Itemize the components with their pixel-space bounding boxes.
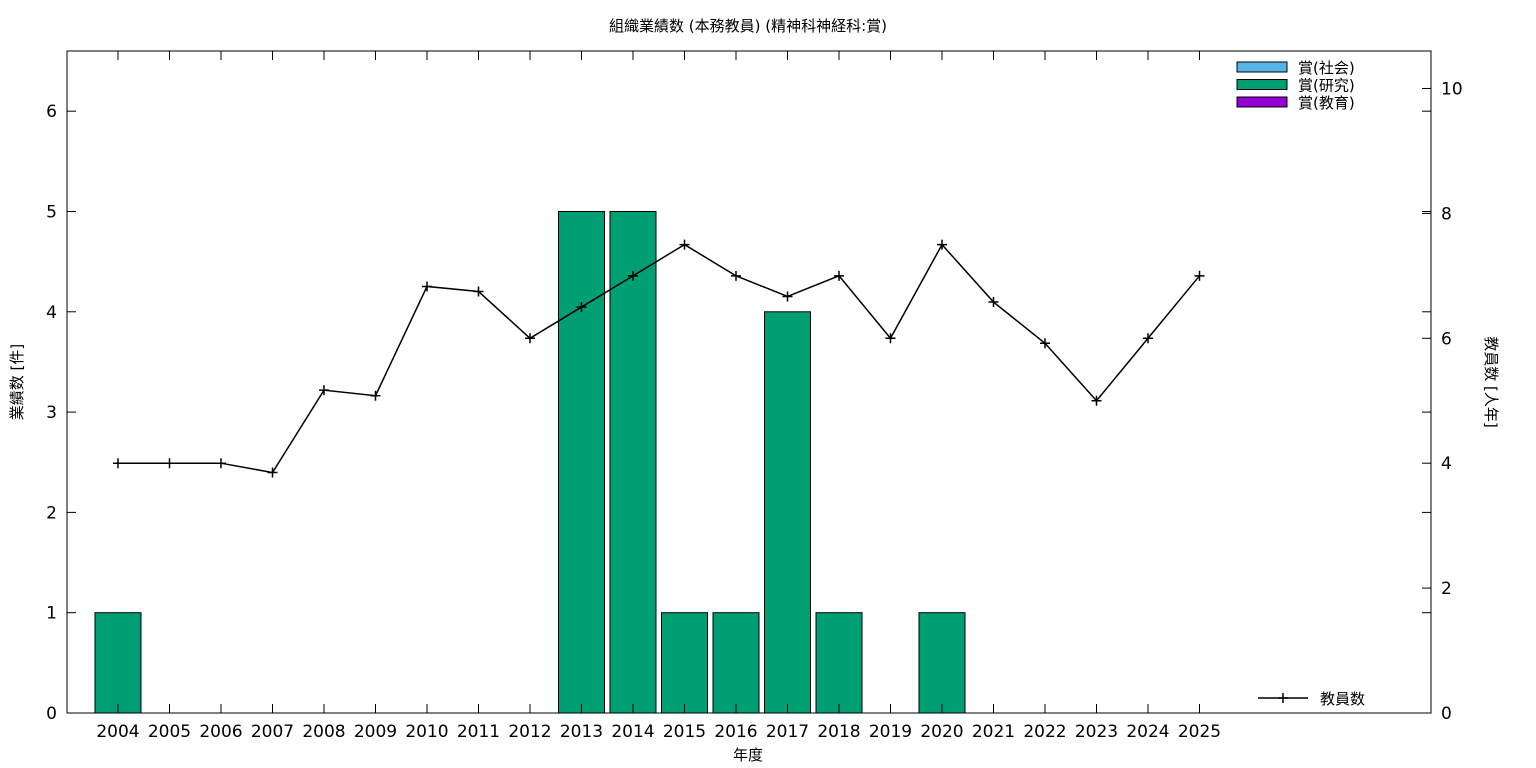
point-2010 bbox=[422, 281, 432, 292]
x-axis-label: 年度 bbox=[733, 746, 763, 764]
point-2024 bbox=[1143, 333, 1153, 344]
point-2021 bbox=[988, 297, 999, 308]
x-tick-label-2013: 2013 bbox=[560, 722, 603, 742]
point-2016 bbox=[731, 270, 741, 281]
x-tick-label-2020: 2020 bbox=[920, 722, 963, 742]
bar-2017-s1 bbox=[764, 311, 811, 714]
y2-tick-label-0: 0 bbox=[1441, 704, 1452, 724]
plot-frame bbox=[66, 50, 1432, 714]
x-tick-label-2015: 2015 bbox=[663, 722, 706, 742]
right-axis: 0 2 4 6 8 10 bbox=[1422, 79, 1463, 724]
x-tick-label-2008: 2008 bbox=[302, 722, 345, 742]
point-2009 bbox=[370, 390, 381, 401]
x-tick-label-2025: 2025 bbox=[1178, 722, 1221, 742]
point-2005 bbox=[164, 458, 175, 469]
x-tick-label-2017: 2017 bbox=[766, 722, 809, 742]
point-2012 bbox=[525, 333, 535, 344]
point-2015 bbox=[679, 239, 690, 250]
x-tick-label-2007: 2007 bbox=[251, 722, 294, 742]
x-tick-label-2010: 2010 bbox=[405, 722, 448, 742]
point-2004 bbox=[113, 458, 123, 469]
point-2025 bbox=[1194, 270, 1205, 281]
y2-tick-label-10: 10 bbox=[1441, 79, 1463, 99]
legend: 賞(社会)賞(研究)賞(教育) 教員数 bbox=[1236, 59, 1365, 708]
x-tick-label-2016: 2016 bbox=[714, 722, 757, 742]
bar-2020-s1 bbox=[918, 612, 966, 714]
point-2006 bbox=[216, 458, 226, 469]
x-tick-label-2024: 2024 bbox=[1126, 722, 1169, 742]
y-tick-label-3: 3 bbox=[46, 403, 57, 423]
x-tick-label-2014: 2014 bbox=[611, 722, 654, 742]
x-tick-label-2006: 2006 bbox=[199, 722, 242, 742]
chart-title: 組織業績数 (本務教員) (精神科神経科:賞) bbox=[609, 17, 887, 35]
y2-tick-label-8: 8 bbox=[1441, 204, 1452, 224]
x-tick-label-2012: 2012 bbox=[508, 722, 551, 742]
y2-tick-label-6: 6 bbox=[1441, 329, 1452, 349]
legend-line-label: 教員数 bbox=[1320, 690, 1365, 708]
legend-swatch-1 bbox=[1236, 79, 1288, 90]
point-2017 bbox=[782, 291, 793, 302]
y2-tick-label-2: 2 bbox=[1441, 579, 1452, 599]
x-tick-label-2023: 2023 bbox=[1075, 722, 1118, 742]
y-tick-label-2: 2 bbox=[46, 503, 57, 523]
point-2011 bbox=[473, 286, 484, 297]
line-teachers bbox=[118, 243, 1201, 474]
point-2023 bbox=[1091, 395, 1102, 406]
x-tick-label-2009: 2009 bbox=[354, 722, 397, 742]
y-tick-label-0: 0 bbox=[46, 704, 57, 724]
line-layer bbox=[113, 239, 1205, 478]
legend-line-marker bbox=[1278, 693, 1288, 703]
bar-2014-s1 bbox=[609, 210, 657, 714]
x-tick-label-2004: 2004 bbox=[96, 722, 139, 742]
point-2008 bbox=[319, 385, 329, 396]
y-tick-label-5: 5 bbox=[46, 202, 57, 222]
x-tick-label-2019: 2019 bbox=[869, 722, 912, 742]
legend-label-1: 賞(研究) bbox=[1298, 77, 1355, 95]
bar-2016-s1 bbox=[712, 612, 760, 714]
point-2020 bbox=[937, 239, 947, 250]
y-axis-label: 業績数 [件] bbox=[8, 344, 26, 420]
point-2007 bbox=[267, 467, 278, 478]
point-2022 bbox=[1040, 338, 1050, 349]
x-tick-label-2005: 2005 bbox=[148, 722, 191, 742]
x-tick-label-2022: 2022 bbox=[1023, 722, 1066, 742]
bar-2018-s1 bbox=[815, 612, 863, 714]
legend-label-0: 賞(社会) bbox=[1298, 59, 1355, 77]
bars-layer bbox=[94, 210, 966, 714]
legend-swatch-2 bbox=[1236, 96, 1288, 108]
legend-label-2: 賞(教育) bbox=[1298, 94, 1355, 112]
y2-tick-label-4: 4 bbox=[1441, 454, 1452, 474]
point-2013 bbox=[576, 302, 587, 313]
point-2018 bbox=[834, 270, 844, 281]
x-tick-label-2011: 2011 bbox=[457, 722, 500, 742]
left-axis: 0 1 2 3 4 5 6 bbox=[46, 102, 1431, 724]
point-2014 bbox=[628, 270, 638, 281]
x-axis: 2004 2005 2006 2007 2008 2009 2010 2011 2012 2013… bbox=[96, 51, 1221, 742]
y-tick-label-4: 4 bbox=[46, 303, 57, 323]
y-tick-label-1: 1 bbox=[46, 604, 57, 624]
bar-2015-s1 bbox=[661, 612, 708, 714]
y2-axis-label: 教員数 [人年] bbox=[1482, 336, 1500, 427]
y-tick-label-6: 6 bbox=[46, 102, 57, 122]
legend-swatch-0 bbox=[1236, 61, 1288, 73]
bar-2004-s1 bbox=[94, 612, 142, 714]
x-tick-label-2018: 2018 bbox=[817, 722, 860, 742]
x-tick-label-2021: 2021 bbox=[972, 722, 1015, 742]
bar-2013-s1 bbox=[558, 210, 605, 714]
point-2019 bbox=[885, 333, 896, 344]
